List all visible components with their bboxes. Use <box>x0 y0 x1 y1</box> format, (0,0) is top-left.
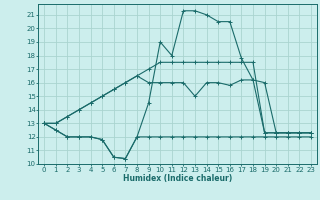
X-axis label: Humidex (Indice chaleur): Humidex (Indice chaleur) <box>123 174 232 183</box>
